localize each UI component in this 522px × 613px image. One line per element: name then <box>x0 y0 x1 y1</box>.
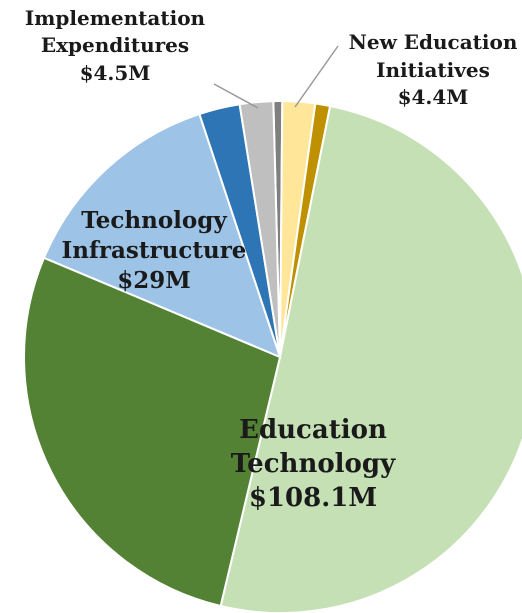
label-new-education-value: $4.4M <box>398 85 469 109</box>
pie-slice-3 <box>219 104 522 613</box>
pie-slices <box>23 100 522 613</box>
label-implementation-value: $4.5M <box>80 61 151 85</box>
label-edu-tech-line2: Technology <box>231 449 396 479</box>
label-implementation-expenditures: Implementation Expenditures $4.5M <box>25 6 206 85</box>
label-tech-infra-line2: Infrastructure <box>62 237 247 264</box>
leader-line-new-education <box>294 45 339 108</box>
pie-slice-7 <box>238 100 281 358</box>
label-edu-tech-value: $108.1M <box>249 483 377 513</box>
pie-slice-4 <box>23 256 282 608</box>
leader-line-implementation <box>213 83 259 109</box>
label-tech-infra-value: $29M <box>117 267 190 294</box>
label-technology-infrastructure: Technology Infrastructure $29M <box>62 207 247 294</box>
label-edu-tech-line1: Education <box>239 415 387 445</box>
pie-slice-5 <box>42 112 282 359</box>
label-new-education-initiatives: New Education Initiatives $4.4M <box>349 30 518 109</box>
label-implementation-line1: Implementation <box>25 6 206 30</box>
label-new-education-line2: Initiatives <box>376 58 490 82</box>
label-implementation-line2: Expenditures <box>41 33 189 57</box>
label-new-education-line1: New Education <box>349 30 518 54</box>
label-education-technology: Education Technology $108.1M <box>231 415 396 513</box>
label-tech-infra-line1: Technology <box>81 207 227 234</box>
